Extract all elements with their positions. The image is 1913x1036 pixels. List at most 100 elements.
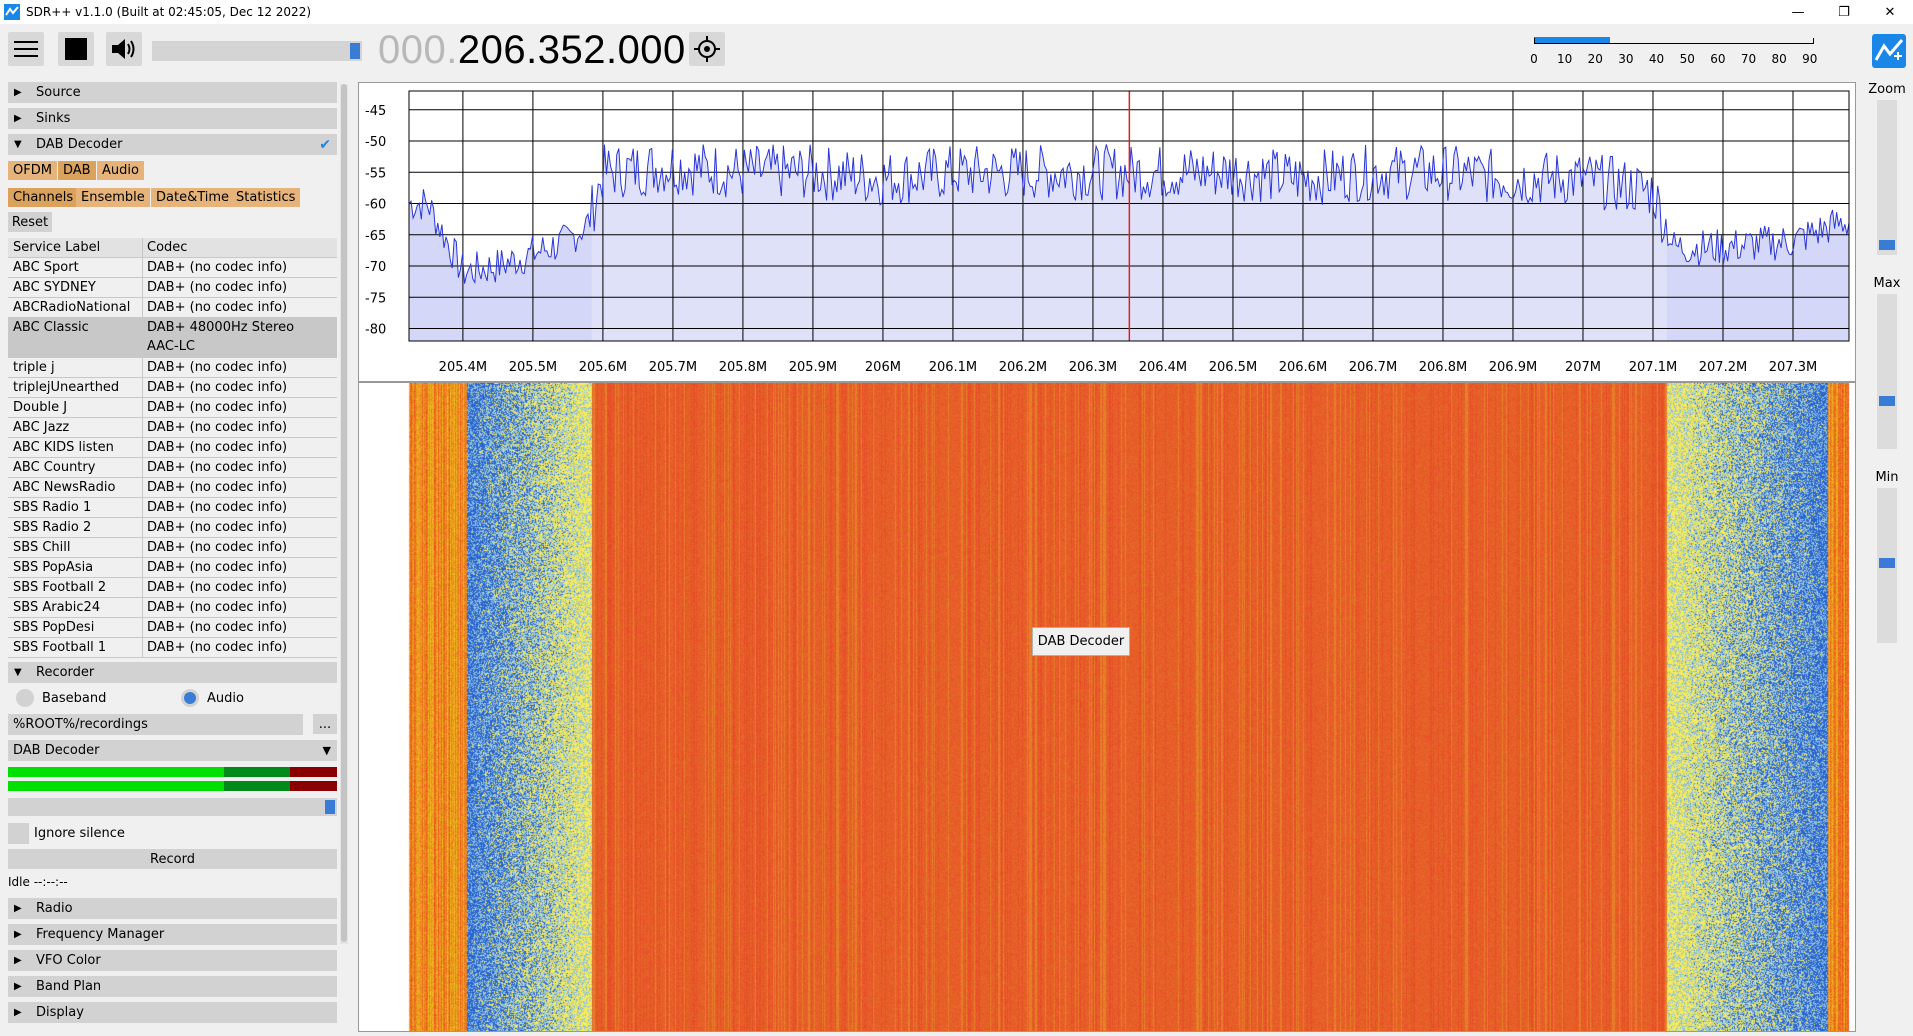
tab-date-time[interactable]: Date&Time (151, 188, 235, 207)
source-section-header[interactable]: ▶ Source (8, 82, 337, 103)
table-row[interactable]: ABC KIDS listen DAB+ (no codec info) (8, 438, 337, 458)
table-row[interactable]: ABC Sport DAB+ (no codec info) (8, 258, 337, 278)
enabled-check-icon[interactable]: ✔ (319, 136, 331, 153)
table-row[interactable]: ABC Country DAB+ (no codec info) (8, 458, 337, 478)
max-db-slider[interactable] (1877, 294, 1897, 449)
table-row[interactable]: SBS PopAsia DAB+ (no codec info) (8, 558, 337, 578)
tab-audio[interactable]: Audio (97, 161, 144, 180)
tab-ofdm[interactable]: OFDM (8, 161, 57, 180)
tab-statistics[interactable]: Statistics (231, 188, 301, 207)
tab-ensemble[interactable]: Ensemble (76, 188, 150, 207)
tab-channels[interactable]: Channels (8, 188, 79, 207)
table-row[interactable]: SBS Radio 2 DAB+ (no codec info) (8, 518, 337, 538)
service-label[interactable]: ABC Sport (13, 260, 79, 275)
dab-decoder-section-header[interactable]: ▼ DAB Decoder ✔ (8, 134, 337, 155)
table-row[interactable]: SBS Arabic24 DAB+ (no codec info) (8, 598, 337, 618)
service-codec: DAB+ (no codec info) (147, 420, 288, 435)
band-plan-section-header[interactable]: ▶ Band Plan (8, 976, 337, 997)
recorder-status: Idle --:--:-- (8, 875, 68, 889)
recorder-volume-slider[interactable] (8, 798, 337, 816)
spectrum-chart[interactable]: -45 -50 -55 -60 -65 -70 -75 -80 205.4M 205.5M 205.… (359, 83, 1855, 381)
table-row[interactable]: SBS Football 1 DAB+ (no codec info) (8, 638, 337, 658)
table-row[interactable]: Double J DAB+ (no codec info) (8, 398, 337, 418)
zoom-slider[interactable] (1877, 100, 1897, 255)
sinks-label: Sinks (36, 111, 71, 126)
minimize-button[interactable]: — (1791, 4, 1805, 20)
min-db-slider[interactable] (1877, 488, 1897, 643)
radio-section-header[interactable]: ▶ Radio (8, 898, 337, 919)
service-label[interactable]: triplejUnearthed (13, 380, 120, 395)
service-label[interactable]: SBS Football 1 (13, 640, 107, 655)
audio-radio[interactable] (181, 689, 199, 707)
table-row[interactable]: SBS PopDesi DAB+ (no codec info) (8, 618, 337, 638)
table-row[interactable]: ABCRadioNational DAB+ (no codec info) (8, 298, 337, 318)
reset-button[interactable]: Reset (8, 212, 52, 232)
side-menu-scrollbar[interactable] (340, 84, 348, 944)
browse-button[interactable]: ... (313, 714, 337, 734)
menu-button[interactable] (8, 32, 44, 66)
table-row[interactable]: triplejUnearthed DAB+ (no codec info) (8, 378, 337, 398)
vfo-color-section-header[interactable]: ▶ VFO Color (8, 950, 337, 971)
service-label[interactable]: ABC KIDS listen (13, 440, 114, 455)
chevron-down-icon: ▼ (322, 744, 331, 757)
close-button[interactable]: ✕ (1884, 4, 1896, 20)
fft-spectrum-plot[interactable]: -45 -50 -55 -60 -65 -70 -75 -80 205.4M 205.5M 205.… (358, 82, 1856, 382)
sinks-section-header[interactable]: ▶ Sinks (8, 108, 337, 129)
service-label[interactable]: SBS Chill (13, 540, 71, 555)
waterfall-canvas[interactable] (359, 383, 1855, 1031)
toolbar: 000.206.352.000 0 10 20 30 40 50 60 70 80 90 (0, 24, 1913, 78)
service-label[interactable]: Double J (13, 400, 68, 415)
recorder-section-header[interactable]: ▼ Recorder (8, 662, 337, 683)
service-label[interactable]: ABC Jazz (13, 420, 70, 435)
side-menu-scrollbar-thumb[interactable] (341, 84, 347, 942)
recorder-volume-grab[interactable] (325, 800, 335, 814)
snr-scale (1534, 38, 1814, 44)
waterfall-display[interactable] (358, 382, 1856, 1032)
max-db-slider-grab[interactable] (1879, 396, 1895, 406)
service-label[interactable]: ABC SYDNEY (13, 280, 96, 295)
tab-dab[interactable]: DAB (58, 161, 96, 180)
service-label[interactable]: ABCRadioNational (13, 300, 131, 315)
dab-decoder-label: DAB Decoder (36, 137, 123, 152)
frequency-display[interactable]: 000.206.352.000 (378, 28, 686, 73)
frequency-manager-section-header[interactable]: ▶ Frequency Manager (8, 924, 337, 945)
service-label[interactable]: SBS Radio 1 (13, 500, 92, 515)
service-label[interactable]: ABC NewsRadio (13, 480, 116, 495)
table-row[interactable]: SBS Radio 1 DAB+ (no codec info) (8, 498, 337, 518)
y-tick-label: -65 (365, 229, 386, 244)
service-label[interactable]: triple j (13, 360, 55, 375)
table-row[interactable]: ABC SYDNEY DAB+ (no codec info) (8, 278, 337, 298)
service-label[interactable]: ABC Country (13, 460, 96, 475)
table-row[interactable]: SBS Chill DAB+ (no codec info) (8, 538, 337, 558)
table-row[interactable]: triple j DAB+ (no codec info) (8, 358, 337, 378)
restore-button[interactable]: ❐ (1838, 4, 1850, 20)
table-row[interactable]: ABC Classic DAB+ 48000Hz Stereo AAC-LC (8, 318, 337, 358)
volume-slider[interactable] (152, 41, 362, 61)
recording-path-input[interactable]: %ROOT%/recordings (8, 714, 303, 735)
table-row[interactable]: ABC NewsRadio DAB+ (no codec info) (8, 478, 337, 498)
stop-button[interactable] (58, 32, 94, 66)
service-label[interactable]: SBS Radio 2 (13, 520, 92, 535)
mute-button[interactable] (106, 32, 142, 66)
volume-slider-grab[interactable] (350, 43, 360, 59)
table-row[interactable]: SBS Football 2 DAB+ (no codec info) (8, 578, 337, 598)
baseband-radio[interactable] (16, 689, 34, 707)
record-button[interactable]: Record (8, 849, 337, 869)
frequency-digits[interactable]: 206.352.000 (457, 28, 686, 72)
stream-select[interactable]: DAB Decoder ▼ (8, 740, 337, 761)
service-label[interactable]: SBS PopDesi (13, 620, 95, 635)
service-label[interactable]: SBS Arabic24 (13, 600, 101, 615)
zoom-slider-grab[interactable] (1879, 240, 1895, 250)
service-label[interactable]: SBS PopAsia (13, 560, 94, 575)
frequency-leading-digits[interactable]: 000. (378, 28, 458, 72)
ignore-silence-checkbox[interactable] (8, 823, 29, 844)
collapsed-arrow-icon: ▶ (14, 981, 22, 992)
service-label[interactable]: SBS Football 2 (13, 580, 107, 595)
table-row[interactable]: ABC Jazz DAB+ (no codec info) (8, 418, 337, 438)
min-db-slider-grab[interactable] (1879, 558, 1895, 568)
center-tuning-button[interactable] (689, 32, 725, 66)
vfo-label-dab-decoder[interactable]: DAB Decoder (1032, 627, 1130, 656)
display-section-header[interactable]: ▶ Display (8, 1002, 337, 1023)
service-codec: DAB+ (no codec info) (147, 360, 288, 375)
service-label[interactable]: ABC Classic (13, 320, 89, 335)
